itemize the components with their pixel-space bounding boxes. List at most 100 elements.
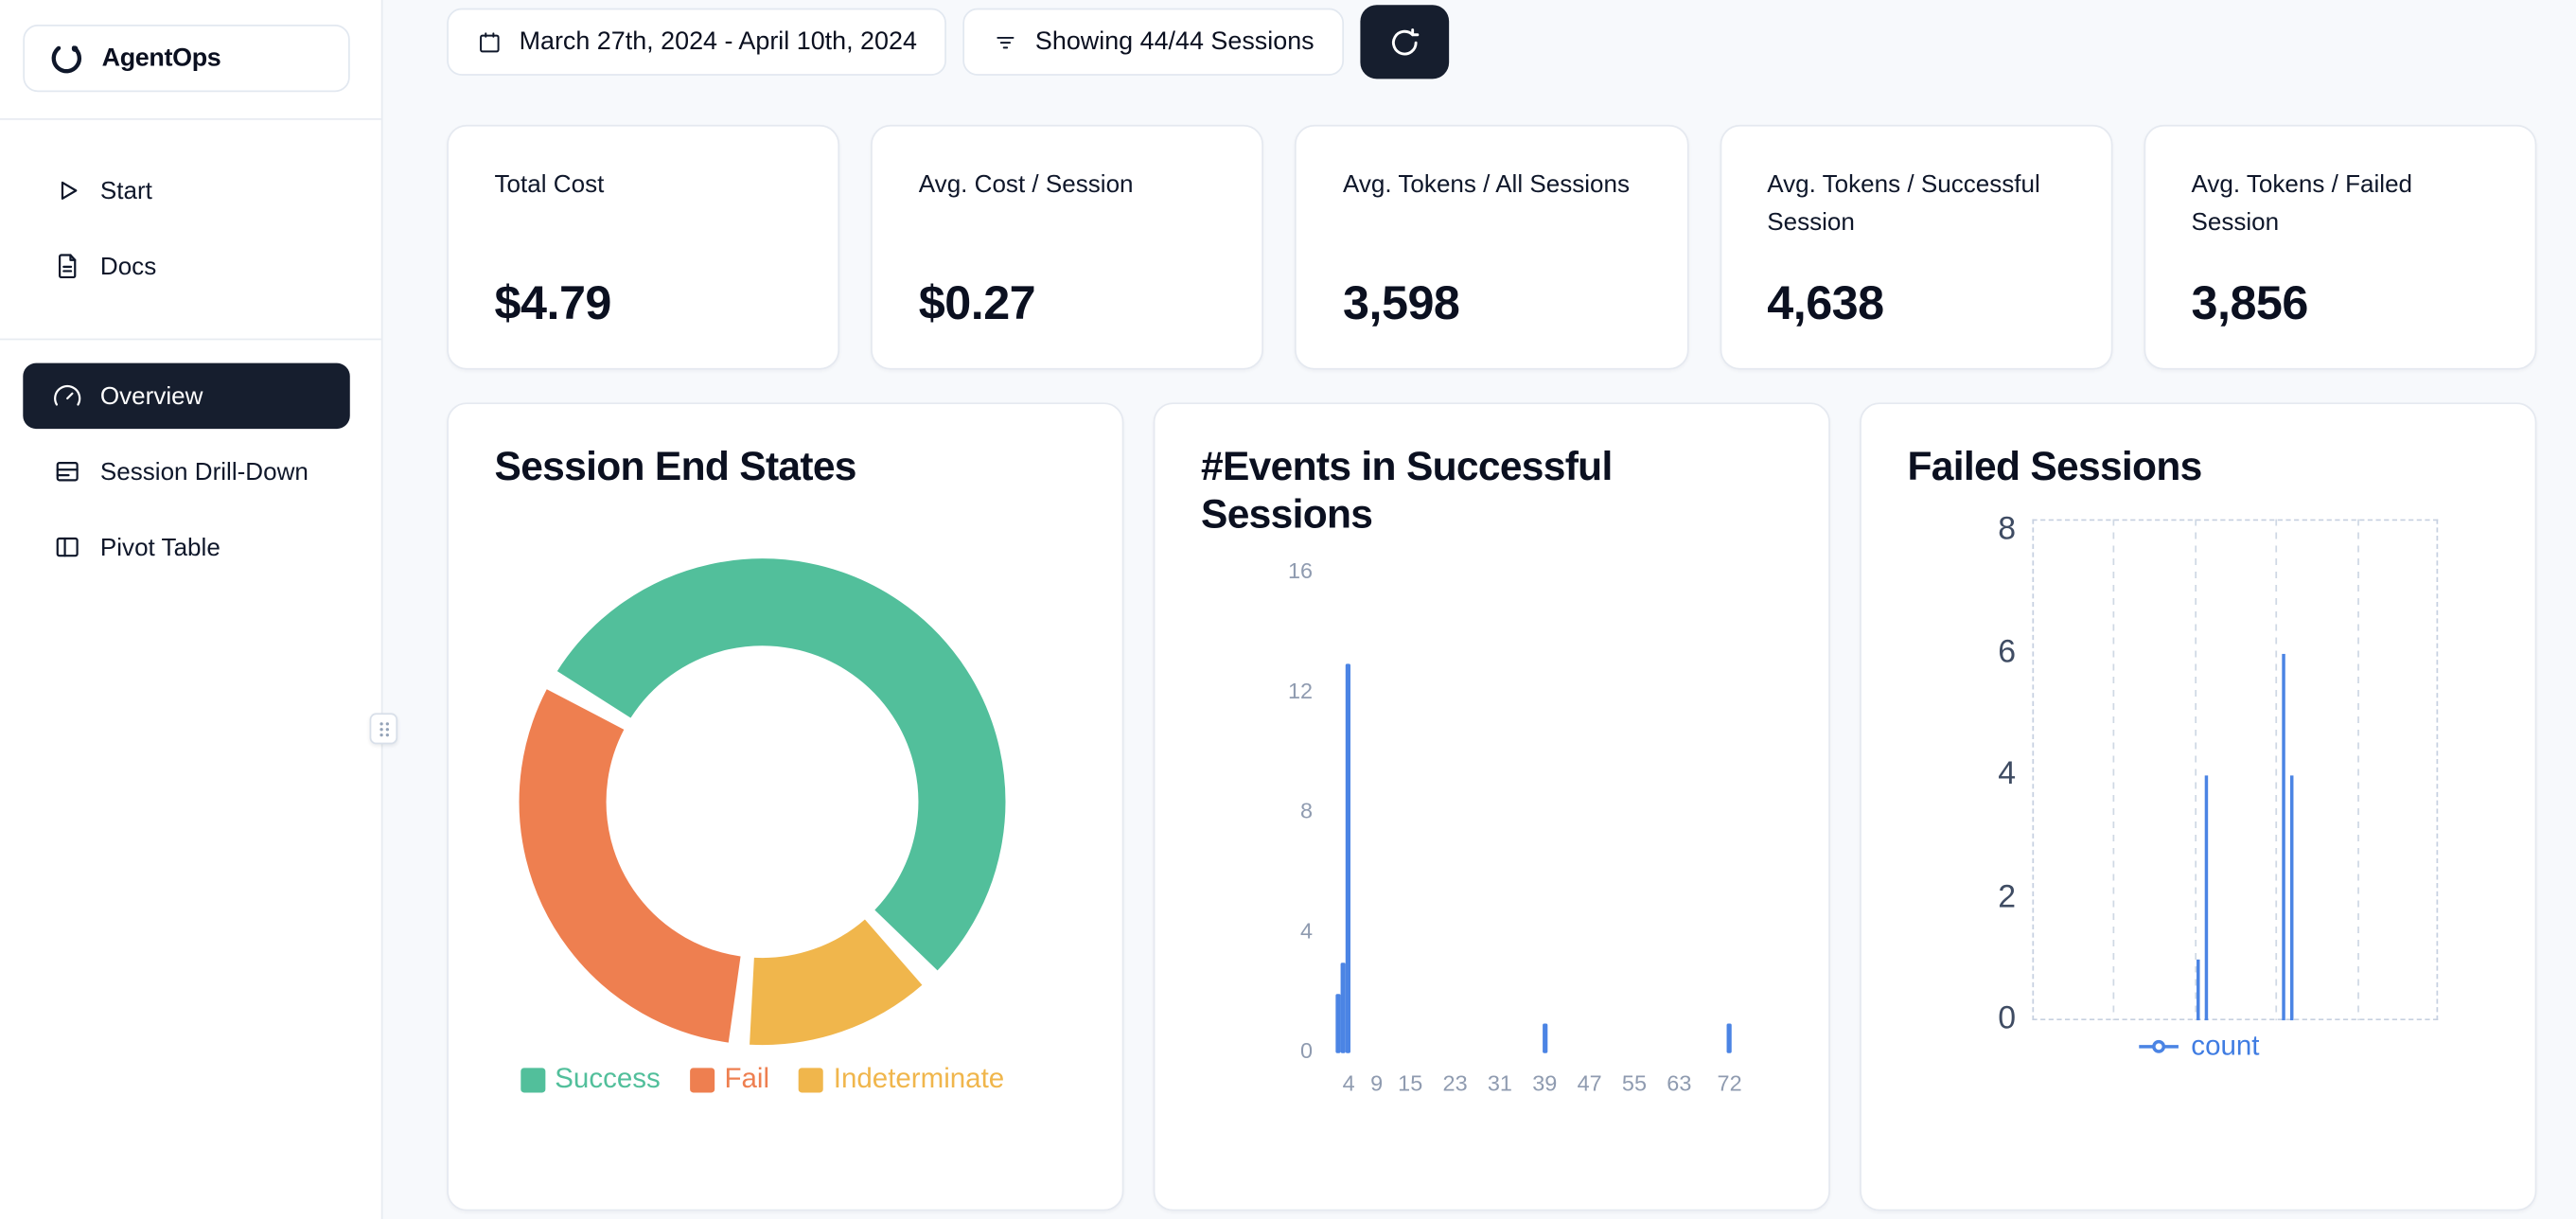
gridline-vertical	[2113, 519, 2115, 1021]
stat-value: 4,638	[1767, 277, 1884, 330]
stat-card-avg-cost-session: Avg. Cost / Session $0.27	[871, 124, 1264, 370]
legend-item-indeterminate[interactable]: Indeterminate	[799, 1063, 1004, 1096]
sidebar-item-label: Session Drill-Down	[99, 457, 309, 486]
file-text-icon	[58, 254, 77, 279]
agentops-logo-icon	[51, 43, 82, 74]
sidebar-item-start[interactable]: Start	[23, 159, 349, 221]
legend-swatch	[520, 1067, 545, 1092]
chart-title: #Events in Successful Sessions	[1201, 445, 1613, 538]
stat-label: Avg. Tokens / Failed Session	[2191, 170, 2413, 237]
y-tick-label: 8	[1300, 798, 1314, 823]
donut-segment-success	[519, 558, 1006, 1046]
donut-segment-indeterminate	[519, 558, 1006, 1046]
y-tick-label: 4	[1300, 918, 1314, 944]
grip-dots-icon	[379, 721, 389, 736]
y-tick-label: 8	[1998, 510, 2017, 548]
stat-value: $4.79	[494, 277, 612, 330]
sidebar: AgentOps Start Docs Overview	[0, 0, 383, 1219]
gridline-vertical	[2275, 519, 2278, 1021]
chart-title: Failed Sessions	[1907, 445, 2202, 490]
stat-value: 3,856	[2191, 277, 2308, 330]
x-tick-label: 9	[1370, 1070, 1384, 1096]
x-tick-label: 55	[1621, 1070, 1648, 1096]
y-tick-label: 0	[1998, 1000, 2017, 1037]
gauge-icon	[54, 384, 81, 406]
stat-label: Avg. Cost / Session	[918, 170, 1134, 200]
legend-label: Indeterminate	[833, 1063, 1005, 1095]
bar	[1542, 1023, 1547, 1053]
y-tick-label: 12	[1287, 678, 1314, 704]
y-tick-label: 16	[1287, 558, 1314, 584]
sidebar-item-label: Start	[99, 176, 152, 205]
sessions-filter-label: Showing 44/44 Sessions	[1034, 26, 1314, 56]
plot-frame	[2032, 519, 2439, 1021]
legend-swatch	[690, 1067, 715, 1092]
data-spike	[2196, 959, 2200, 1021]
x-tick-label: 47	[1577, 1070, 1602, 1096]
stat-label: Avg. Tokens / Successful Session	[1767, 170, 2040, 237]
stat-card-avg-tokens-all: Avg. Tokens / All Sessions 3,598	[1295, 124, 1688, 370]
sidebar-item-docs[interactable]: Docs	[23, 235, 349, 297]
sidebar-resize-handle[interactable]	[369, 713, 398, 745]
sidebar-divider	[0, 117, 381, 120]
refresh-icon	[1391, 27, 1420, 55]
rows-icon	[56, 462, 79, 482]
chart-card-session-end-states: Session End States Success Fail Indetermin…	[447, 402, 1124, 1211]
legend-swatch	[799, 1067, 824, 1092]
donut-segment-fail	[519, 558, 1006, 1046]
y-tick-label: 0	[1300, 1038, 1314, 1064]
topbar: March 27th, 2024 - April 10th, 2024 Show…	[447, 5, 1449, 80]
chart-card-events-in-successful-sessions: #Events in Successful Sessions 0 4 8 12 16 4 9…	[1153, 402, 1830, 1211]
stat-card-avg-tokens-failed: Avg. Tokens / Failed Session 3,856	[2144, 124, 2537, 370]
stat-card-total-cost: Total Cost $4.79	[447, 124, 840, 370]
y-tick-label: 4	[1998, 755, 2017, 792]
stats-row: Total Cost $4.79 Avg. Cost / Session $0.…	[447, 124, 2537, 370]
chart-title: Session End States	[494, 445, 857, 490]
sessions-filter-button[interactable]: Showing 44/44 Sessions	[962, 8, 1344, 76]
data-spike	[2204, 775, 2209, 1021]
sidebar-item-label: Docs	[99, 252, 157, 280]
panel-left-icon	[56, 537, 79, 557]
stat-label: Avg. Tokens / All Sessions	[1343, 170, 1631, 200]
stat-label: Total Cost	[494, 170, 605, 200]
count-legend-label: count	[2191, 1030, 2260, 1062]
charts-row: Session End States Success Fail Indetermin…	[447, 402, 2537, 1211]
data-spike	[2289, 775, 2295, 1021]
x-tick-label: 72	[1717, 1070, 1742, 1096]
x-tick-label: 4	[1342, 1070, 1355, 1096]
x-tick-label: 15	[1398, 1070, 1423, 1096]
stat-value: $0.27	[918, 277, 1036, 330]
sidebar-item-overview[interactable]: Overview	[23, 362, 350, 430]
sidebar-item-session-drill-down[interactable]: Session Drill-Down	[23, 440, 349, 503]
calendar-icon	[480, 31, 500, 52]
x-tick-label: 31	[1487, 1070, 1512, 1096]
play-icon	[61, 181, 78, 200]
legend-label: Success	[555, 1063, 661, 1095]
x-tick-label: 23	[1442, 1070, 1468, 1096]
y-tick-label: 6	[1998, 633, 2017, 670]
sidebar-item-label: Overview	[99, 381, 203, 411]
count-legend[interactable]: count	[1861, 1030, 2535, 1063]
sidebar-item-pivot-table[interactable]: Pivot Table	[23, 516, 349, 578]
bar	[1334, 993, 1340, 1053]
date-range-button[interactable]: March 27th, 2024 - April 10th, 2024	[447, 8, 947, 76]
data-spike	[2281, 653, 2286, 1021]
x-tick-label: 39	[1532, 1070, 1558, 1096]
refresh-button[interactable]	[1360, 5, 1449, 80]
y-tick-label: 2	[1998, 877, 2017, 915]
legend-item-fail[interactable]: Fail	[690, 1063, 769, 1096]
bar-chart: 0 4 8 12 16 4 9 15 23 31 39 47 55 63 72	[1155, 404, 1828, 1210]
gridline-vertical	[2194, 519, 2197, 1021]
stat-card-avg-tokens-successful: Avg. Tokens / Successful Session 4,638	[1719, 124, 2113, 370]
legend-label: Fail	[724, 1063, 770, 1095]
sidebar-divider	[0, 338, 381, 341]
stat-value: 3,598	[1343, 277, 1460, 330]
app-logo[interactable]: AgentOps	[23, 25, 350, 93]
bar	[1346, 662, 1351, 1053]
legend-item-success[interactable]: Success	[520, 1063, 661, 1096]
filter-lines-icon	[997, 36, 1015, 48]
sidebar-item-label: Pivot Table	[99, 533, 221, 561]
date-range-label: March 27th, 2024 - April 10th, 2024	[519, 26, 917, 56]
bar	[1726, 1023, 1733, 1053]
